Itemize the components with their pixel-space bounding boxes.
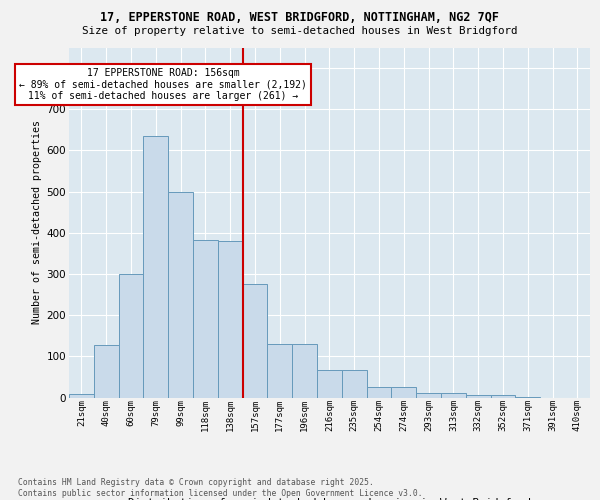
Bar xyxy=(193,240,218,398)
Bar xyxy=(416,392,441,398)
Text: Size of property relative to semi-detached houses in West Bridgford: Size of property relative to semi-detach… xyxy=(82,26,518,36)
Text: 17 EPPERSTONE ROAD: 156sqm
← 89% of semi-detached houses are smaller (2,192)
11%: 17 EPPERSTONE ROAD: 156sqm ← 89% of semi… xyxy=(19,68,307,101)
Bar xyxy=(292,344,317,398)
Bar xyxy=(94,345,119,398)
Bar xyxy=(168,192,193,398)
X-axis label: Distribution of semi-detached houses by size in West Bridgford: Distribution of semi-detached houses by … xyxy=(128,498,531,500)
Bar xyxy=(218,241,242,398)
Bar xyxy=(466,396,491,398)
Bar xyxy=(143,136,168,398)
Text: 17, EPPERSTONE ROAD, WEST BRIDGFORD, NOTTINGHAM, NG2 7QF: 17, EPPERSTONE ROAD, WEST BRIDGFORD, NOT… xyxy=(101,11,499,24)
Bar xyxy=(391,387,416,398)
Bar xyxy=(515,396,540,398)
Bar xyxy=(268,344,292,398)
Bar xyxy=(491,396,515,398)
Y-axis label: Number of semi-detached properties: Number of semi-detached properties xyxy=(32,120,43,324)
Bar xyxy=(119,274,143,398)
Bar xyxy=(242,284,268,398)
Bar xyxy=(342,370,367,398)
Bar xyxy=(367,387,391,398)
Text: Contains HM Land Registry data © Crown copyright and database right 2025.
Contai: Contains HM Land Registry data © Crown c… xyxy=(18,478,422,498)
Bar xyxy=(441,392,466,398)
Bar xyxy=(69,394,94,398)
Bar xyxy=(317,370,342,398)
